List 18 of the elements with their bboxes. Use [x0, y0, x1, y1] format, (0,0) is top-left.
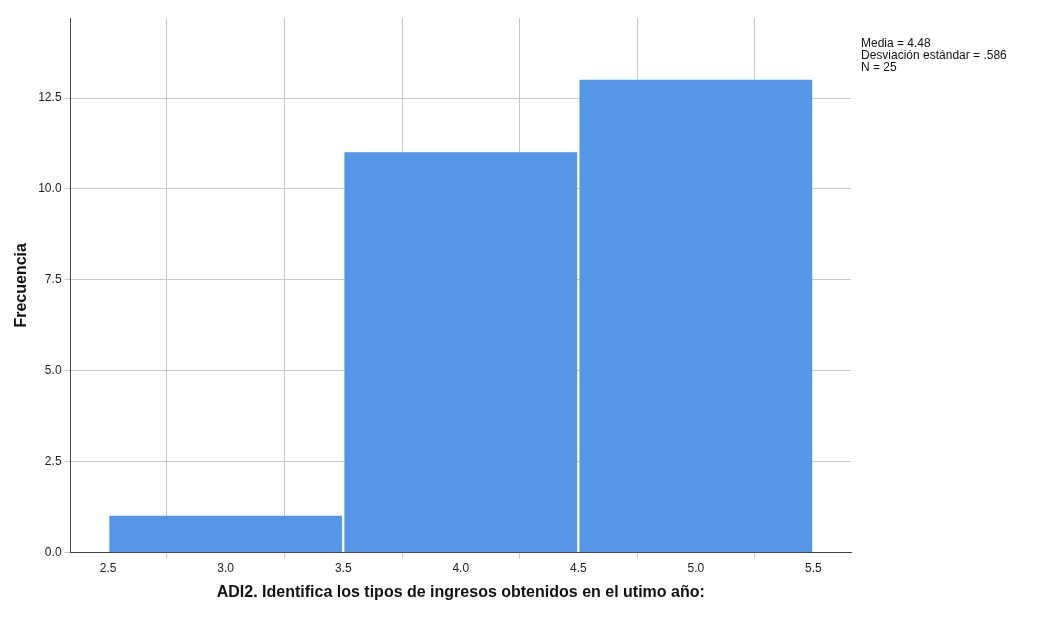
text: N = 25 — [861, 60, 898, 75]
x-tick-label: 3.0 — [217, 560, 235, 575]
y-tick-label: 0.0 — [44, 544, 62, 559]
text: Desviación estándar = .586 — [861, 48, 1008, 63]
x-tick-label: 5.5 — [805, 560, 823, 575]
x-tick-label: 2.5 — [99, 560, 117, 575]
y-tick-label: 5.0 — [44, 363, 62, 378]
x-tick-label: 5.0 — [687, 560, 705, 575]
y-tick-label: 10.0 — [38, 181, 62, 196]
y-tick-label: 12.5 — [38, 90, 62, 105]
x-tick-label: 4.0 — [452, 560, 470, 575]
x-tick-label: 3.5 — [334, 560, 352, 575]
y-tick-label: 7.5 — [44, 272, 62, 287]
text: Media = 4.48 — [861, 36, 932, 51]
x-axis-title: ADI2. Identifica los tipos de ingresos obtenidos en el utimo año: — [216, 582, 705, 600]
y-axis-title: Frecuencia — [12, 242, 30, 328]
y-tick-label: 2.5 — [44, 453, 62, 468]
x-tick-label: 4.5 — [569, 560, 587, 575]
